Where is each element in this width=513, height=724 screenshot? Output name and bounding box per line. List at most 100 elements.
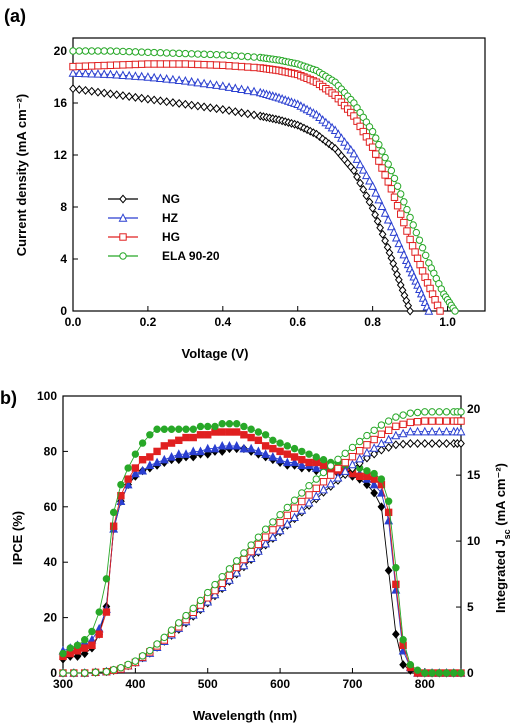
panel-a-data-point — [224, 82, 234, 91]
panel-a-data-point — [373, 216, 382, 226]
panel-a-data-point — [375, 157, 383, 165]
panel-b-data-point — [283, 442, 292, 450]
panel-a-legend-marker — [119, 233, 127, 241]
panel-b-data-point — [327, 462, 335, 470]
panel-b-data-point — [268, 452, 278, 461]
panel-b-data-point — [297, 505, 307, 514]
panel-a-data-point — [243, 85, 253, 95]
panel-a-data-point — [384, 160, 392, 168]
panel-b-data-point — [421, 408, 429, 416]
panel-a-data-point — [75, 62, 83, 71]
panel-a-data-point — [368, 127, 377, 136]
panel-b-data-point — [253, 546, 263, 555]
panel-b-data-point — [334, 464, 342, 473]
panel-a-data-point — [451, 307, 459, 315]
panel-b-data-point — [167, 425, 176, 433]
panel-b-data-point — [377, 475, 386, 483]
panel-a-data-point — [421, 251, 430, 260]
panel-a-data-point — [244, 63, 252, 71]
panel-b-data-point — [312, 475, 320, 483]
panel-b-data-point — [406, 418, 415, 427]
panel-b-data-point — [240, 549, 248, 557]
panel-a-data-point — [112, 61, 121, 69]
panel-b-data-point — [269, 526, 277, 534]
panel-b-plot-frame — [62, 395, 462, 674]
panel-a-data-point — [413, 254, 422, 263]
panel-b-data-point — [167, 626, 176, 634]
panel-b-data-point — [153, 447, 161, 456]
panel-b-data-point — [406, 409, 415, 417]
panel-b-data-point — [456, 426, 466, 436]
panel-a-data-point — [381, 171, 389, 179]
panel-b-data-point — [160, 442, 169, 450]
panel-b-data-point — [290, 504, 299, 512]
panel-a-data-point — [193, 77, 203, 87]
panel-a-data-point — [397, 210, 405, 218]
panel-a-data-point — [137, 93, 146, 103]
panel-b-data-point — [182, 433, 190, 442]
panel-a-legend-marker — [119, 194, 127, 204]
panel-b-y-axis-label: IPCE (%) — [10, 511, 25, 565]
panel-b-data-point — [392, 440, 400, 450]
panel-a-data-point — [175, 49, 183, 58]
panel-b-data-point — [240, 555, 248, 564]
panel-a-data-point — [74, 68, 84, 78]
panel-b-data-point — [269, 436, 277, 445]
panel-b-data-point — [102, 575, 111, 583]
panel-a-data-point — [374, 194, 384, 204]
panel-a-data-point — [75, 47, 83, 55]
panel-b-data-point — [203, 443, 213, 453]
panel-a-data-point — [349, 148, 359, 158]
panel-b-data-point — [341, 449, 349, 458]
panel-b-data-point — [457, 408, 465, 416]
panel-a-data-point — [88, 47, 96, 55]
panel-b-y2-tick-label: 10 — [467, 534, 481, 548]
panel-b-data-point — [326, 478, 336, 488]
panel-a-data-point — [125, 60, 133, 69]
panel-b-data-point — [384, 497, 393, 505]
panel-b-data-point — [59, 669, 67, 677]
panel-a-data-point — [156, 49, 165, 57]
panel-a-data-point — [400, 218, 408, 227]
panel-b-data-point — [247, 433, 255, 442]
panel-b-data-point — [196, 431, 205, 439]
panel-b-data-point — [247, 425, 255, 433]
panel-a-data-point — [231, 107, 240, 117]
panel-a-data-point — [218, 81, 228, 90]
panel-a-data-point — [112, 69, 122, 79]
panel-b-data-point — [218, 573, 226, 581]
panel-a-y-tick-label: 16 — [54, 96, 68, 110]
panel-b-data-point — [218, 420, 226, 428]
panel-a-data-point — [365, 175, 374, 185]
panel-b-data-point — [370, 449, 379, 459]
panel-a-data-point — [362, 191, 371, 201]
panel-b-data-point — [413, 439, 422, 448]
panel-b-data-point — [305, 481, 313, 490]
panel-a-data-point — [415, 236, 424, 244]
panel-b-data-point — [175, 425, 183, 433]
panel-a-data-point — [68, 68, 78, 77]
panel-a-data-point — [162, 49, 171, 57]
panel-b-data-point — [276, 447, 284, 456]
panel-a-data-point — [69, 84, 77, 94]
panel-b-data-point — [399, 439, 407, 449]
panel-b-data-point — [182, 611, 190, 620]
panel-b-data-point — [261, 431, 270, 439]
panel-a-plot-frame — [72, 37, 486, 312]
panel-a-data-point — [418, 244, 427, 252]
panel-b-data-point — [189, 433, 197, 442]
panel-b-data-point — [102, 667, 111, 676]
panel-b-series-ela-90-20-right — [59, 408, 465, 677]
panel-b-data-point — [210, 443, 220, 453]
panel-a-data-point — [237, 108, 246, 118]
panel-b-data-point — [124, 475, 132, 483]
panel-a-data-point — [408, 242, 417, 250]
panel-a: (a) Voltage (V) Current density (mA cm⁻²… — [4, 6, 486, 361]
panel-a-data-point — [168, 74, 178, 84]
panel-b-y-tick-label: 20 — [44, 611, 58, 625]
panel-b-data-point — [117, 664, 125, 672]
panel-b-data-point — [283, 503, 292, 512]
panel-b-data-point — [290, 512, 299, 522]
panel-b-data-point — [232, 420, 241, 428]
panel-a-data-point — [390, 174, 399, 183]
